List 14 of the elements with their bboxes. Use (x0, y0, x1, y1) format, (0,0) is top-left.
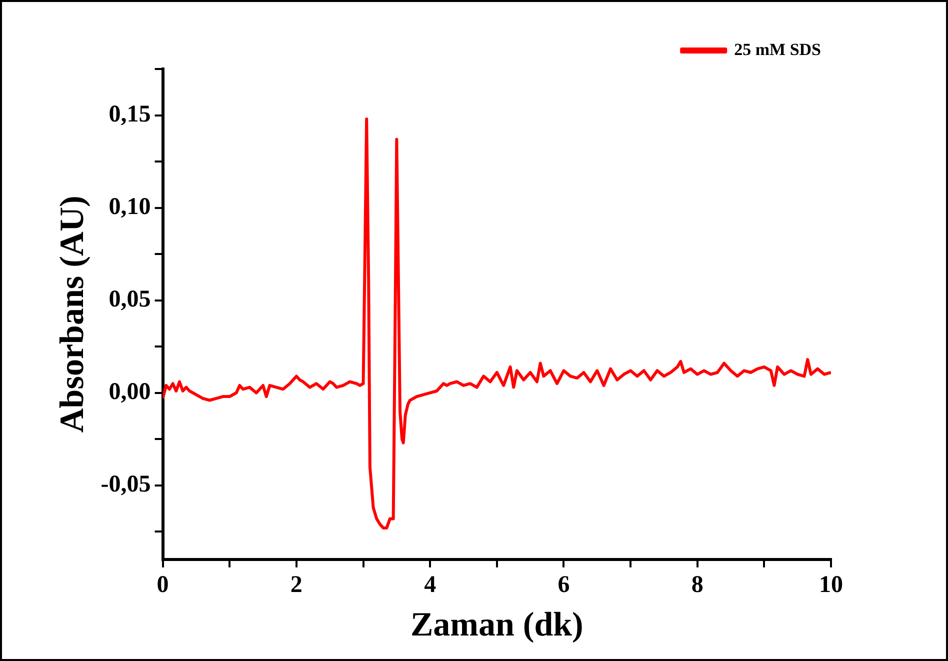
x-tick-label: 6 (558, 572, 570, 598)
x-tick-label: 4 (424, 572, 436, 598)
y-tick-label: 0,00 (108, 379, 151, 406)
x-axis-title: Zaman (dk) (410, 606, 584, 644)
y-tick-label: 0,10 (108, 194, 151, 220)
y-tick-label: 0,05 (108, 286, 151, 313)
x-tick-label: 0 (156, 572, 169, 598)
legend-label: 25 mM SDS (734, 40, 822, 59)
y-tick-label: 0,15 (108, 101, 151, 128)
y-tick-label: -0,05 (100, 472, 151, 498)
x-tick-label: 10 (819, 572, 843, 598)
x-tick-label: 2 (290, 572, 302, 598)
x-tick-label: 8 (691, 572, 704, 598)
y-axis-title: Absorbans (AU) (54, 196, 92, 433)
